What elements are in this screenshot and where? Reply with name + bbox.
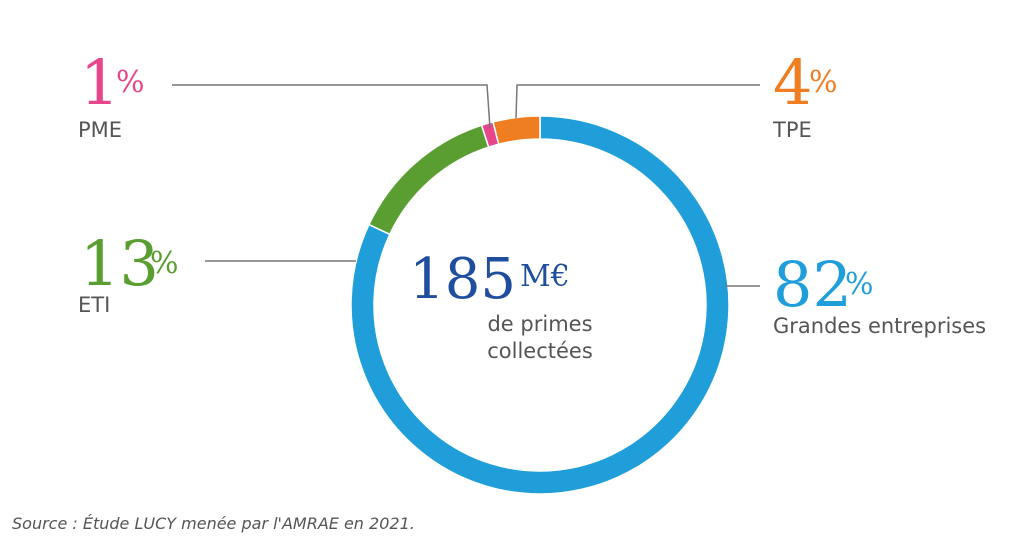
slice-tpe: [492, 115, 541, 146]
slice-label-pme: 1 % PME: [78, 46, 145, 142]
tpe-percent: %: [809, 65, 838, 100]
leader-tpe: [515, 84, 760, 119]
pme-value: 1: [80, 46, 119, 119]
center-value: 185: [409, 247, 516, 312]
slice-label-tpe: 4 % TPE: [772, 46, 838, 142]
center-label: 185 M€ de primes collectées: [409, 247, 593, 363]
center-unit: M€: [520, 259, 570, 294]
eti-value: 13: [80, 227, 159, 300]
slice-label-grandes-entreprises: 82 % Grandes entreprises: [773, 248, 986, 338]
pme-label: PME: [78, 118, 122, 142]
grandes-entreprises-percent: %: [845, 267, 874, 302]
slice-label-eti: 13 % ETI: [78, 227, 179, 317]
center-line-1: de primes: [487, 312, 592, 336]
slice-eti: [367, 124, 490, 236]
tpe-value: 4: [773, 46, 812, 119]
center-line-2: collectées: [487, 339, 593, 363]
eti-label: ETI: [78, 293, 110, 317]
donut-slices: [350, 115, 730, 495]
leader-lines: [172, 84, 760, 287]
pme-percent: %: [116, 65, 145, 100]
source-note: Source : Étude LUCY menée par l'AMRAE en…: [12, 514, 415, 533]
tpe-label: TPE: [772, 118, 812, 142]
leader-pme: [172, 84, 491, 129]
slice-grandes-entreprises: [350, 115, 730, 495]
grandes-entreprises-value: 82: [773, 248, 852, 321]
grandes-entreprises-label: Grandes entreprises: [773, 314, 986, 338]
eti-percent: %: [150, 246, 179, 281]
